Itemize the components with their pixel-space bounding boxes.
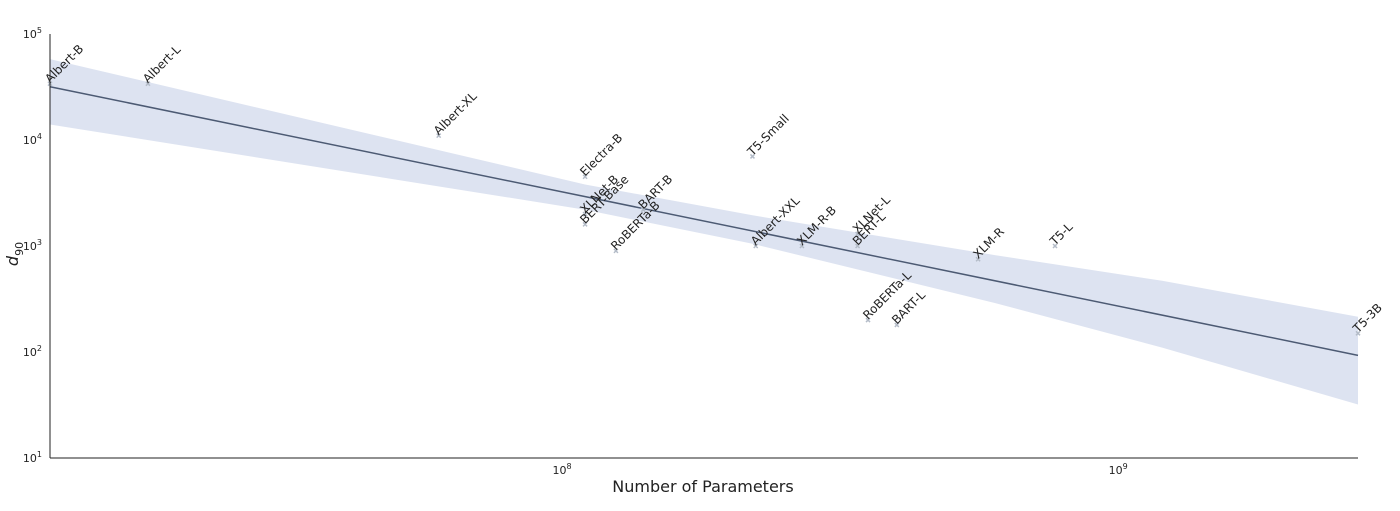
- x-tick-label: 109: [1109, 462, 1128, 477]
- data-point-marker: [894, 322, 900, 328]
- y-tick-label: 102: [23, 344, 42, 359]
- y-tick-exponent: 5: [37, 26, 42, 35]
- data-point-marker: [855, 231, 861, 237]
- data-point-marker: [865, 317, 871, 323]
- data-point-marker: [749, 153, 755, 159]
- y-axis-title-main: d: [3, 255, 22, 266]
- y-tick-base: 10: [23, 240, 37, 253]
- data-point-label: T5-Small: [744, 111, 792, 159]
- x-axis-title: Number of Parameters: [612, 477, 793, 496]
- data-point-marker: [436, 133, 442, 139]
- data-point-marker: [975, 256, 981, 262]
- y-tick-base: 10: [23, 346, 37, 359]
- data-point-marker: [582, 221, 588, 227]
- x-tick-base: 10: [553, 464, 567, 477]
- x-tick-exponent: 9: [1123, 462, 1128, 471]
- x-tick-exponent: 8: [567, 462, 572, 471]
- y-tick-exponent: 2: [37, 344, 42, 353]
- y-tick-label: 103: [23, 238, 42, 253]
- y-tick-exponent: 4: [37, 132, 42, 141]
- data-point-marker: [145, 81, 151, 87]
- data-point-marker: [582, 174, 588, 180]
- y-tick-label: 101: [23, 450, 42, 465]
- y-tick-label: 104: [23, 132, 42, 147]
- data-point-label: Albert-XL: [431, 89, 480, 138]
- data-point-marker: [1052, 243, 1058, 249]
- confidence-band: [50, 59, 1358, 405]
- y-tick-base: 10: [23, 452, 37, 465]
- data-point-marker: [753, 243, 759, 249]
- y-axis-title-subscript: 90: [13, 242, 26, 256]
- data-point-marker: [640, 207, 646, 213]
- data-point-label: Electra-B: [577, 131, 625, 179]
- y-tick-exponent: 3: [37, 238, 42, 247]
- data-point-label: Albert-L: [140, 42, 183, 85]
- regression-line: [49, 86, 1359, 357]
- fit-line-layer: [49, 86, 1359, 357]
- y-tick-base: 10: [23, 134, 37, 147]
- axes: [49, 34, 1358, 459]
- data-point-marker: [613, 248, 619, 254]
- x-tick-label: 108: [553, 462, 572, 477]
- y-tick-base: 10: [23, 28, 37, 41]
- data-point-marker: [1355, 330, 1361, 336]
- data-point-label: T5-L: [1047, 220, 1076, 249]
- y-tick-exponent: 1: [37, 450, 42, 459]
- confidence-band-layer: [50, 59, 1358, 405]
- y-axis-title: d90: [3, 242, 26, 266]
- x-tick-base: 10: [1109, 464, 1123, 477]
- x-tick-labels: 108 109: [553, 462, 1128, 477]
- data-point-marker: [855, 243, 861, 249]
- data-point-marker: [799, 243, 805, 249]
- data-point-marker: [582, 211, 588, 217]
- y-tick-label: 105: [23, 26, 42, 41]
